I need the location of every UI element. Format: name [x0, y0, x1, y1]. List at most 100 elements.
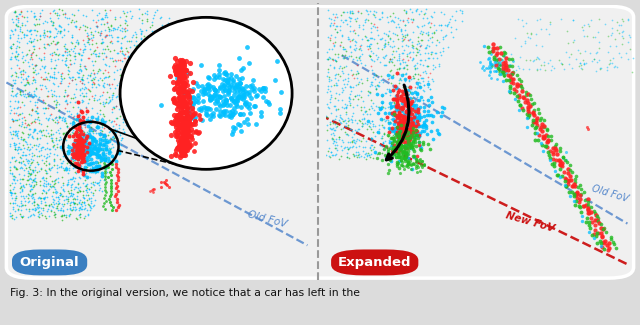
Point — [99, 116, 109, 122]
Point — [39, 76, 49, 81]
Point — [426, 20, 436, 26]
Point — [33, 202, 44, 208]
Point — [128, 94, 138, 99]
Point — [232, 99, 243, 104]
Point — [326, 149, 336, 154]
Point — [39, 30, 49, 35]
Point — [27, 94, 37, 99]
Point — [106, 22, 116, 28]
Point — [176, 62, 186, 67]
Point — [81, 136, 91, 141]
Point — [76, 201, 86, 206]
Point — [408, 138, 418, 143]
Point — [235, 122, 245, 127]
Point — [335, 17, 346, 22]
Point — [42, 41, 52, 46]
Point — [377, 99, 387, 104]
Point — [51, 191, 61, 196]
Point — [406, 142, 417, 148]
Point — [391, 85, 401, 90]
Point — [390, 109, 401, 114]
Point — [410, 72, 420, 77]
Point — [22, 122, 33, 127]
Point — [401, 89, 412, 95]
Point — [227, 97, 237, 102]
Point — [365, 145, 375, 150]
Point — [356, 10, 366, 16]
Point — [332, 29, 342, 34]
Point — [396, 94, 406, 99]
Point — [76, 201, 86, 206]
Point — [75, 61, 85, 66]
Point — [580, 219, 591, 225]
Point — [182, 113, 193, 118]
Point — [346, 16, 356, 21]
Point — [106, 188, 116, 194]
Point — [75, 107, 85, 112]
Point — [147, 38, 157, 43]
Point — [392, 132, 402, 137]
Point — [408, 74, 418, 79]
Point — [583, 197, 593, 202]
Point — [99, 165, 109, 170]
Point — [396, 147, 406, 152]
Point — [15, 93, 26, 98]
Point — [68, 119, 79, 124]
Point — [55, 28, 65, 33]
Point — [101, 32, 111, 38]
Point — [416, 76, 426, 81]
Point — [395, 125, 405, 130]
Point — [422, 20, 433, 26]
Point — [431, 28, 442, 33]
Point — [88, 131, 98, 136]
Point — [28, 153, 38, 159]
Point — [321, 114, 332, 119]
Point — [397, 72, 408, 77]
Point — [399, 102, 409, 107]
Point — [522, 124, 532, 130]
Point — [566, 178, 577, 183]
Point — [72, 134, 83, 139]
Point — [182, 99, 193, 104]
Point — [33, 203, 44, 208]
Point — [77, 150, 87, 155]
Point — [121, 18, 131, 23]
Point — [35, 195, 45, 200]
Point — [375, 60, 385, 65]
Point — [17, 165, 27, 171]
Point — [340, 129, 350, 134]
Point — [410, 140, 420, 145]
Point — [95, 147, 105, 152]
Point — [174, 72, 184, 78]
Point — [446, 29, 456, 34]
Point — [59, 33, 69, 38]
Point — [411, 156, 421, 162]
Point — [71, 129, 81, 134]
Point — [518, 23, 528, 29]
Point — [381, 144, 391, 149]
Point — [372, 82, 383, 87]
Point — [49, 157, 60, 162]
Point — [396, 163, 406, 168]
Point — [86, 85, 97, 90]
Point — [396, 27, 406, 32]
Point — [118, 74, 128, 79]
Point — [170, 121, 180, 126]
Circle shape — [120, 17, 292, 169]
Point — [365, 136, 376, 141]
Point — [80, 46, 90, 51]
Point — [104, 7, 115, 13]
Point — [202, 85, 212, 90]
Point — [55, 114, 65, 120]
Point — [490, 56, 500, 61]
Point — [403, 158, 413, 163]
Point — [77, 155, 88, 161]
Point — [399, 134, 409, 139]
Point — [84, 150, 94, 155]
Point — [49, 151, 60, 156]
Point — [413, 79, 424, 84]
Point — [333, 55, 343, 60]
Point — [406, 145, 416, 150]
Point — [74, 27, 84, 32]
Point — [548, 156, 559, 161]
